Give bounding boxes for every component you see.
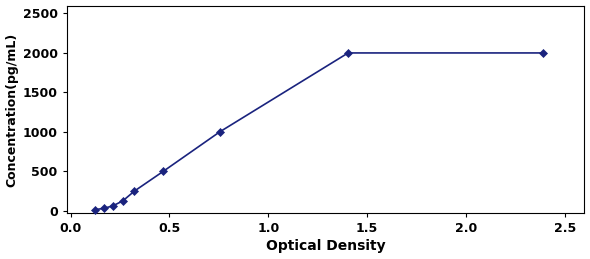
X-axis label: Optical Density: Optical Density (266, 239, 385, 254)
Y-axis label: Concentration(pg/mL): Concentration(pg/mL) (5, 32, 18, 186)
